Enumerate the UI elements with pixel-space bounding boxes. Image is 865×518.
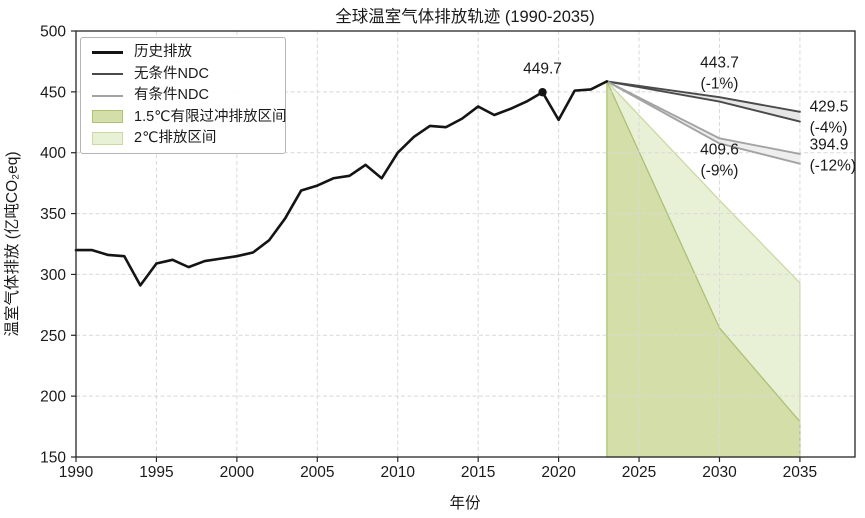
1p5c-band-patch-swatch	[92, 110, 123, 124]
legend-label: 无条件NDC	[134, 65, 209, 82]
legend-item-1p5c-band: 1.5℃有限过冲排放区间	[92, 106, 286, 127]
plot-frame	[75, 30, 856, 458]
data-series	[74, 80, 609, 287]
scenario-band-1p5c	[606, 80, 801, 458]
scenario-areas	[606, 80, 801, 458]
chart-title: 全球温室气体排放轨迹 (1990-2035)	[335, 7, 594, 26]
y-axis-label: 温室气体排放 (亿吨CO₂eq)	[3, 151, 21, 336]
2c-band-patch-swatch	[92, 131, 123, 145]
x-tick-label: 2000	[220, 464, 255, 481]
x-tick-label: 2010	[380, 464, 415, 481]
annotation-ndc-uncond-2035: 429.5 (-4%)	[810, 99, 849, 137]
x-tick-label: 2030	[702, 464, 737, 481]
chart-legend: 历史排放 无条件NDC 有条件NDC 1.5℃有限过冲排放区间 2℃排放区间	[80, 37, 286, 154]
legend-label: 历史排放	[134, 44, 192, 61]
legend-label: 有条件NDC	[134, 87, 209, 104]
historical-emissions-line	[74, 80, 609, 287]
x-tick-label: 2035	[783, 464, 817, 481]
historical-line-swatch	[92, 51, 123, 55]
annotation-ndc-uncond-2030: 443.7 (-1%)	[700, 54, 739, 92]
y-tick-label: 250	[40, 328, 66, 345]
x-tick-label: 1990	[59, 464, 94, 481]
annotation-peak-2019: 449.7	[523, 61, 562, 78]
y-tick-label: 450	[40, 84, 66, 101]
unconditional-ndc-line-swatch	[92, 73, 123, 76]
value-annotations: 449.7 443.7 (-1%) 429.5 (-4%) 409.6 (-9%) 394.9…	[523, 54, 856, 179]
annotation-ndc-cond-2035: 394.9 (-12%)	[810, 136, 857, 174]
ndc-bands	[605, 80, 801, 165]
peak-marker-dot	[538, 88, 547, 97]
x-tick-label: 2025	[622, 464, 656, 481]
x-tick-label: 2020	[541, 464, 576, 481]
y-tick-label: 150	[40, 450, 66, 467]
y-tick-label: 400	[40, 145, 66, 162]
legend-label: 2℃排放区间	[134, 130, 217, 147]
x-tick-label: 2005	[300, 464, 334, 481]
axis-ticks-and-labels: 1990 1995 2000 2005 2010 2015 2020 2025 2030 2035…	[40, 24, 817, 482]
x-tick-label: 2015	[461, 464, 495, 481]
x-axis-label: 年份	[449, 494, 481, 512]
legend-item-conditional-ndc: 有条件NDC	[92, 85, 277, 106]
conditional-ndc-line-swatch	[92, 94, 123, 97]
y-tick-label: 350	[40, 206, 66, 223]
legend-item-unconditional-ndc: 无条件NDC	[92, 63, 277, 84]
y-tick-label: 500	[40, 24, 66, 41]
ndc-conditional-upper-line	[605, 80, 801, 155]
legend-label: 1.5℃有限过冲排放区间	[134, 108, 287, 125]
legend-item-historical: 历史排放	[92, 42, 277, 63]
y-tick-label: 300	[40, 267, 66, 284]
x-tick-label: 1995	[139, 464, 173, 481]
annotation-ndc-cond-2030: 409.6 (-9%)	[700, 142, 739, 180]
ndc-unconditional-lower-line	[605, 80, 801, 123]
ndc-conditional-lower-line	[605, 80, 801, 165]
ndc-conditional-band-fill	[606, 81, 800, 164]
y-tick-label: 200	[40, 389, 66, 406]
ndc-unconditional-upper-line	[605, 80, 801, 113]
legend-item-2c-band: 2℃排放区间	[92, 128, 277, 149]
